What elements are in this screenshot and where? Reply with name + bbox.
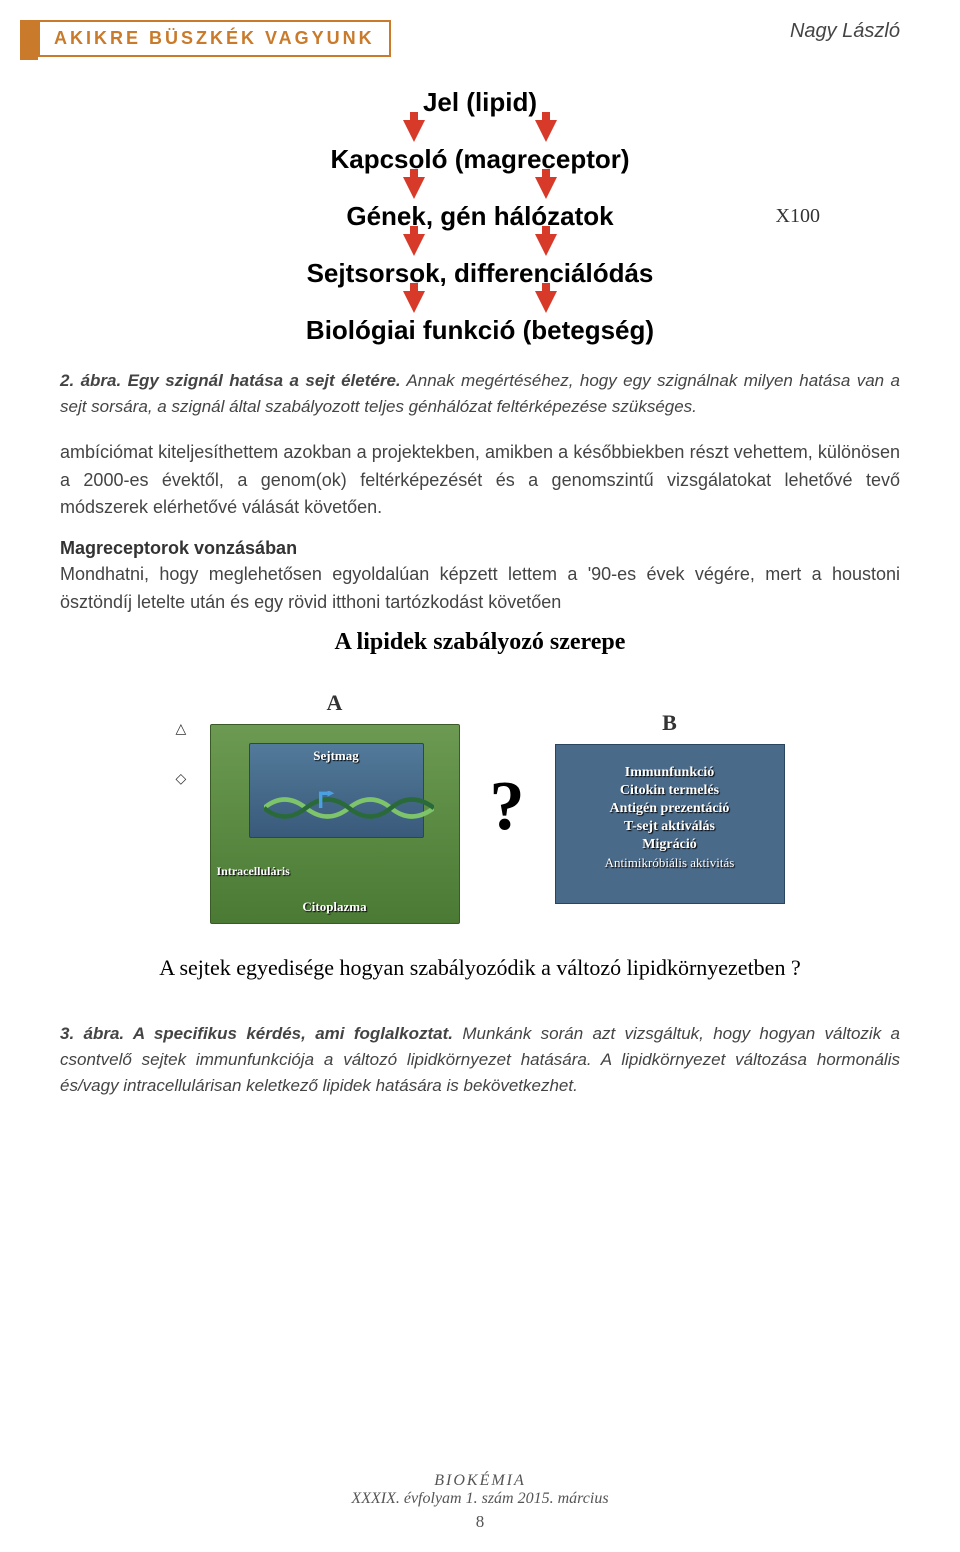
- arrow-down-icon: [403, 177, 425, 199]
- page-number: 8: [0, 1512, 960, 1532]
- fig1-annotation: X100: [776, 205, 820, 228]
- figure-1: Jel (lipid) Kapcsoló (magreceptor) Gének…: [170, 87, 790, 346]
- panel-a-label: A: [210, 690, 460, 716]
- marker-triangle-icon: △: [176, 720, 187, 737]
- panel-b: Immunfunkció Citokin termelés Antigén pr…: [555, 744, 785, 904]
- author-name: Nagy László: [790, 20, 900, 43]
- page-header: AKIKRE BÜSZKÉK VAGYUNK Nagy László: [0, 0, 960, 57]
- panel-b-item: Citokin termelés: [568, 783, 772, 799]
- section-tag-text: AKIKRE BÜSZKÉK VAGYUNK: [54, 28, 375, 48]
- arrow-down-icon: [535, 120, 557, 142]
- panel-b-item: Migráció: [568, 837, 772, 853]
- page-footer: BIOKÉMIA XXXIX. évfolyam 1. szám 2015. m…: [0, 1472, 960, 1532]
- figure-3-caption: 3. ábra. A specifikus kérdés, ami foglal…: [0, 1011, 960, 1118]
- fig3-panels: △ ◇ A Sejtmag Intracelluláris Citoplazma…: [100, 690, 860, 924]
- cytoplasm-label: Citoplazma: [302, 899, 366, 915]
- arrow-down-icon: [535, 291, 557, 313]
- arrow-down-icon: [535, 177, 557, 199]
- fig1-line-2: Gének, gén hálózatok: [170, 201, 790, 232]
- fig1-line-4: Biológiai funkció (betegség): [170, 315, 790, 346]
- issue-info: XXXIX. évfolyam 1. szám 2015. március: [0, 1490, 960, 1508]
- arrow-row-0: [170, 120, 790, 142]
- fig3-question: A sejtek egyedisége hogyan szabályozódik…: [100, 954, 860, 983]
- caption-3-bold: 3. ábra. A specifikus kérdés, ami foglal…: [60, 1024, 453, 1043]
- fig1-line-1: Kapcsoló (magreceptor): [170, 144, 790, 175]
- panel-b-label: B: [555, 710, 785, 736]
- caption-2-bold: 2. ábra. Egy szignál hatása a sejt életé…: [60, 371, 401, 390]
- journal-name: BIOKÉMIA: [0, 1472, 960, 1490]
- figure-2-caption: 2. ábra. Egy szignál hatása a sejt életé…: [0, 358, 960, 439]
- panel-b-item: Antigén prezentáció: [568, 801, 772, 817]
- fig3-title: A lipidek szabályozó szerepe: [100, 629, 860, 656]
- arrow-row-3: [170, 291, 790, 313]
- accent-bar: [20, 20, 38, 60]
- arrow-down-icon: [403, 234, 425, 256]
- panel-a: Sejtmag Intracelluláris Citoplazma: [210, 724, 460, 924]
- dna-icon: [264, 791, 434, 825]
- arrow-down-icon: [535, 234, 557, 256]
- paragraph-2: Mondhatni, hogy meglehetősen egyoldalúan…: [0, 561, 960, 617]
- section-tag: AKIKRE BÜSZKÉK VAGYUNK: [38, 20, 391, 57]
- subheading: Magreceptorok vonzásában: [0, 522, 960, 561]
- intracellular-label: Intracelluláris: [217, 864, 290, 879]
- panel-b-item: T-sejt aktiválás: [568, 819, 772, 835]
- fig1-line-0: Jel (lipid): [170, 87, 790, 118]
- panel-b-item: Antimikróbiális aktivitás: [568, 855, 772, 871]
- arrow-row-1: [170, 177, 790, 199]
- arrow-row-2: [170, 234, 790, 256]
- arrow-down-icon: [403, 291, 425, 313]
- fig1-line-3: Sejtsorsok, differenciálódás: [170, 258, 790, 289]
- question-mark-icon: ?: [490, 767, 525, 847]
- panel-b-item: Immunfunkció: [568, 765, 772, 781]
- paragraph-1: ambíciómat kiteljesíthettem azokban a pr…: [0, 439, 960, 523]
- marker-diamond-icon: ◇: [176, 770, 187, 787]
- nucleus-label: Sejtmag: [250, 744, 423, 764]
- arrow-down-icon: [403, 120, 425, 142]
- figure-3: A lipidek szabályozó szerepe △ ◇ A Sejtm…: [100, 629, 860, 983]
- nucleus-box: Sejtmag: [249, 743, 424, 838]
